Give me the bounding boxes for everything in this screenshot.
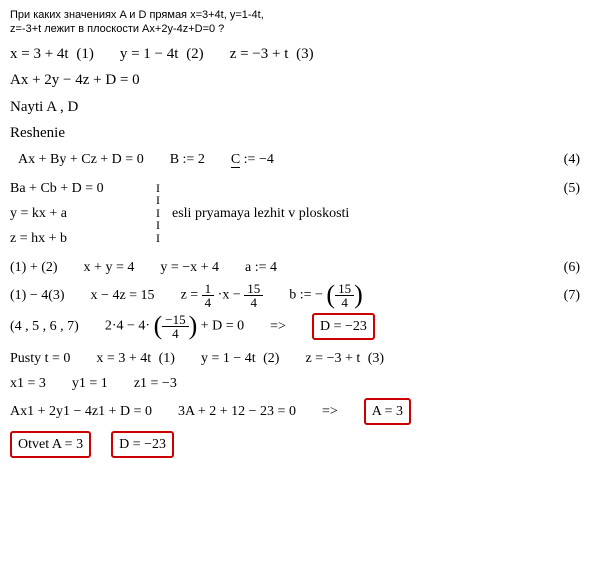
eq-x: x = 3 + 4t — [10, 46, 69, 62]
tag-6: (6) — [564, 257, 580, 278]
find-label: Nayti A , D — [10, 96, 600, 119]
assign-b-val: b := − ( 154 ) — [289, 282, 363, 309]
answer-row: Otvet A = 3 D = −23 — [10, 431, 600, 458]
z1: z1 = −3 — [134, 373, 177, 394]
tag-7: (7) — [564, 285, 580, 306]
subst-eq: Ax1 + 2y1 − 4z1 + D = 0 — [10, 401, 152, 422]
x1: x1 = 3 — [10, 373, 46, 394]
solve-d: (4 , 5 , 6 , 7) 2·4 − 4· ( −154 ) + D = … — [10, 313, 600, 340]
eq-z: z = −3 + t — [230, 46, 289, 62]
eq-zhx: z = hx + b — [10, 228, 67, 249]
xy4: x + y = 4 — [84, 257, 135, 278]
tag-3: (3) — [296, 46, 314, 62]
tag-4: (4) — [564, 149, 580, 170]
prompt-line1: При каких значениях A и D прямая x=3+4t,… — [10, 9, 264, 21]
lbl-4567: (4 , 5 , 6 , 7) — [10, 316, 79, 337]
eq-x2: x = 3 + 4t — [96, 351, 151, 366]
plane-eq: Ax + 2y − 4z + D = 0 — [10, 69, 600, 92]
arrow-1: => — [270, 316, 286, 337]
tag-3b: (3) — [368, 351, 384, 366]
combine-12: (1) + (2) x + y = 4 y = −x + 4 a := 4 (6… — [10, 257, 600, 278]
eq-y: y = 1 − 4t — [120, 46, 179, 62]
x4z15: x − 4z = 15 — [91, 285, 155, 306]
z-expr: z = 14 ·x − 154 — [181, 282, 264, 309]
arrow-2: => — [322, 401, 338, 422]
eq-ykx: y = kx + a — [10, 203, 67, 224]
lbl-12: (1) + (2) — [10, 257, 58, 278]
lbl-pusty: Pusty t = 0 — [10, 348, 70, 369]
put-t0: Pusty t = 0 x = 3 + 4t (1) y = 1 − 4t (2… — [10, 348, 600, 369]
tag-5: (5) — [564, 178, 580, 199]
tag-2b: (2) — [263, 351, 279, 366]
y-neg-x: y = −x + 4 — [160, 257, 219, 278]
combine-13: (1) − 4(3) x − 4z = 15 z = 14 ·x − 154 b… — [10, 282, 600, 309]
y1: y1 = 1 — [72, 373, 108, 394]
tag-1b: (1) — [159, 351, 175, 366]
answer-a: Otvet A = 3 — [10, 431, 91, 458]
problem-statement: При каких значениях A и D прямая x=3+4t,… — [10, 8, 600, 37]
answer-d: D = −23 — [111, 431, 174, 458]
bracket-block: Ba + Cb + D = 0 y = kx + a z = hx + b II… — [10, 174, 600, 253]
parametric-line: x = 3 + 4t (1) y = 1 − 4t (2) z = −3 + t… — [10, 43, 600, 66]
a-equation: 3A + 2 + 12 − 23 = 0 — [178, 401, 296, 422]
prompt-line2: z=-3+t лежит в плоскости Ax+2y-4z+D=0 ? — [10, 23, 224, 35]
tag-2: (2) — [186, 46, 204, 62]
general-plane-row: Ax + By + Cz + D = 0 B := 2 C := −4 (4) — [10, 149, 600, 170]
note-text: esli pryamaya lezhit v ploskosti — [172, 203, 349, 224]
eq-bacb: Ba + Cb + D = 0 — [10, 178, 104, 199]
eq-y2: y = 1 − 4t — [201, 351, 256, 366]
general-plane: Ax + By + Cz + D = 0 — [18, 149, 144, 170]
d-equation: 2·4 − 4· ( −154 ) + D = 0 — [105, 313, 244, 340]
solve-a: Ax1 + 2y1 − 4z1 + D = 0 3A + 2 + 12 − 23… — [10, 398, 600, 425]
result-d: D = −23 — [312, 313, 375, 340]
tag-1: (1) — [76, 46, 94, 62]
solution-label: Reshenie — [10, 122, 600, 145]
lbl-13: (1) − 4(3) — [10, 285, 65, 306]
point-vals: x1 = 3 y1 = 1 z1 = −3 — [10, 373, 600, 394]
result-a: A = 3 — [364, 398, 411, 425]
assign-b: B := 2 — [170, 149, 205, 170]
bracket-mark: IIIII — [156, 182, 160, 245]
assign-a: a := 4 — [245, 257, 277, 278]
assign-c: C := −4 — [231, 149, 274, 170]
eq-z2: z = −3 + t — [305, 351, 360, 366]
